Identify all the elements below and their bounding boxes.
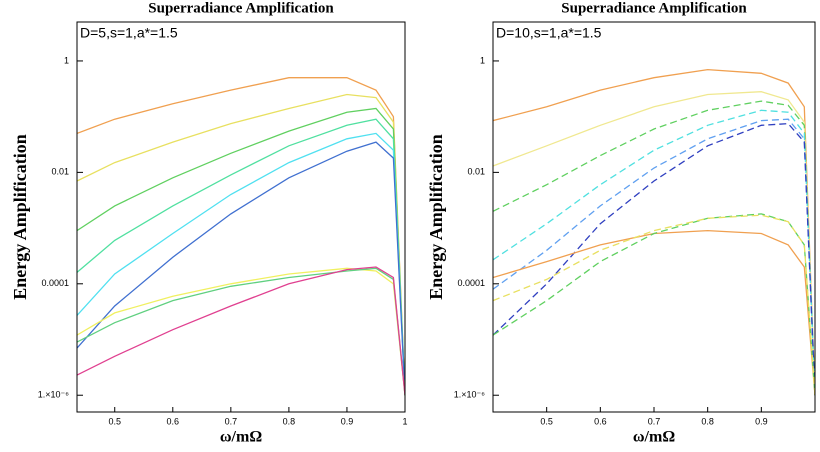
chart-title: Superradiance Amplification (148, 0, 334, 16)
series-line (77, 266, 405, 396)
x-axis-label: ω/mΩ (220, 429, 262, 446)
series-line (493, 213, 815, 396)
series-line (77, 132, 405, 396)
x-tick-label: 0.8 (283, 416, 296, 426)
annotation: D=10,s=1,a*=1.5 (496, 25, 602, 41)
plot-frame (492, 21, 816, 413)
series-line (77, 267, 405, 396)
series-line (493, 214, 815, 396)
x-tick-label: 0.9 (341, 416, 354, 426)
series-line (77, 107, 405, 396)
annotation: D=5,s=1,a*=1.5 (80, 25, 178, 41)
x-tick-label: 0.8 (701, 416, 714, 426)
y-tick-label: 1.×10⁻⁶ (454, 390, 486, 400)
x-tick-label: 0.7 (648, 416, 661, 426)
series-line (77, 77, 405, 396)
series-line (493, 109, 815, 396)
y-tick-label: 0.0001 (41, 278, 69, 288)
series-line (493, 91, 815, 396)
y-tick-label: 0.01 (467, 167, 485, 177)
series-line (493, 122, 815, 396)
y-tick-label: 0.0001 (457, 278, 485, 288)
series-line (77, 141, 405, 396)
y-axis-label: Energy Amplification (426, 134, 446, 300)
y-tick-label: 0.01 (51, 167, 69, 177)
y-axis-label: Energy Amplification (10, 134, 30, 300)
chart-title: Superradiance Amplification (561, 0, 747, 16)
y-tick-label: 1 (480, 55, 485, 65)
series-line (493, 229, 815, 396)
x-tick-label: 0.6 (594, 416, 607, 426)
x-tick-label: 0.5 (540, 416, 553, 426)
x-tick-label: 0.5 (108, 416, 121, 426)
y-tick-label: 1.×10⁻⁶ (38, 390, 70, 400)
series-line (77, 118, 405, 396)
y-tick-label: 1 (64, 55, 69, 65)
series-line (493, 118, 815, 396)
series-line (77, 93, 405, 396)
series-line (493, 100, 815, 396)
series-line (493, 68, 815, 396)
x-tick-label: 0.7 (225, 416, 238, 426)
x-axis-label: ω/mΩ (633, 429, 675, 446)
plot-frame (76, 21, 406, 413)
x-tick-label: 0.6 (167, 416, 180, 426)
series-line (77, 267, 405, 396)
x-tick-label: 0.9 (755, 416, 768, 426)
x-tick-label: 1 (402, 416, 407, 426)
